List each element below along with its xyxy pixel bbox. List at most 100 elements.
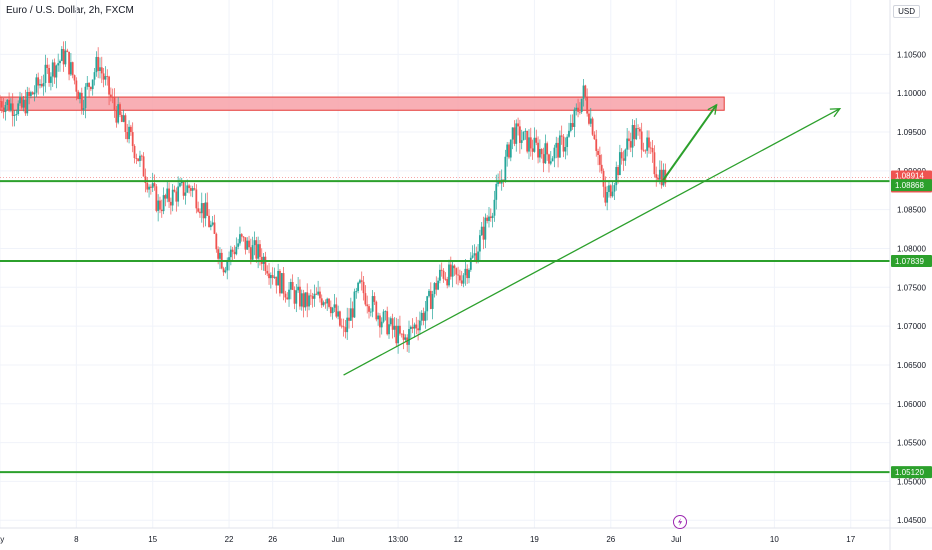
candle-body [489,216,492,219]
candle-body [477,251,479,263]
candle-body [213,222,216,234]
candle-body [144,176,147,183]
candle-body [577,107,579,112]
candle-body [82,108,85,111]
candle-body [520,140,523,143]
candle-body [73,75,76,81]
candle-body [397,325,400,344]
price-tick-label: 1.10500 [897,50,926,59]
candle-body [635,128,638,140]
candle-body [66,50,69,52]
candle-body [642,149,645,151]
candle-body [568,130,570,137]
candle-body [337,311,340,317]
candle-body [146,182,149,190]
candle-body [4,104,7,113]
lightning-glyph [678,518,683,526]
candle-body [191,188,194,191]
candle-body [479,235,481,252]
candle-body [246,240,249,250]
candle-body [239,234,241,244]
candle-body [175,191,178,202]
candle-body [48,68,50,83]
candle-body [588,113,590,124]
candle-body [84,86,87,109]
candle-body [564,147,567,152]
time-tick-label: 22 [225,535,234,544]
candle-body [80,92,83,111]
candle-body [288,289,290,300]
candle-body [522,131,525,141]
candle-body [571,123,574,127]
candle-body [324,302,327,304]
candle-body [333,304,336,308]
candle-body [451,265,454,277]
candle-body [382,311,385,322]
candle-body [439,269,441,281]
candle-body [306,292,309,307]
candle-body [19,96,21,104]
candle-body [215,233,218,250]
candle-body [311,296,314,299]
level-price-badge[interactable] [891,254,932,267]
time-axis[interactable]: ay 8 15 22 26 Jun 13:00 12 19 26 Jul 10 17 [0,527,932,544]
candle-body [253,240,256,246]
candle-body [417,328,419,331]
candle-body [637,128,639,129]
candle-body [611,191,614,197]
candle-body [602,170,605,187]
level-price-badge[interactable] [891,179,932,192]
level-price-badge[interactable] [891,466,932,479]
candle-body [549,161,552,164]
candle-body [240,234,243,237]
candle-body [120,114,123,122]
candle-body [329,306,332,314]
trend-drawings[interactable] [343,103,842,376]
trendline-arrowhead[interactable] [829,107,842,118]
candle-body [171,189,174,206]
candle-body [251,245,254,260]
candle-body [62,49,65,65]
candle-body [402,333,405,340]
candle-body [395,325,398,344]
resistance-zone-rect[interactable] [0,96,725,111]
candle-body [508,144,510,158]
candle-body [31,92,34,95]
ascending-trendline[interactable] [343,108,841,376]
candle-body [482,226,485,240]
candle-body [95,56,98,73]
candle-body [580,98,583,113]
candle-body [195,189,198,209]
horizontal-levels[interactable] [0,177,890,474]
candle-body [119,104,121,115]
candle-body [97,56,100,71]
resistance-zone[interactable] [0,96,725,111]
projection-arrowhead[interactable] [707,103,718,115]
candle-body [515,123,518,144]
chart-symbol-title: Euro / U.S. Dollar, 2h, FXCM [6,5,134,16]
price-axis[interactable]: 1.105001.100001.095001.090001.085001.080… [889,0,932,550]
candle-body [495,183,498,200]
candle-body [55,65,58,78]
candle-body [357,282,360,291]
candle-body [2,107,5,113]
candle-body [553,147,556,159]
candle-body [366,304,369,307]
candle-body [449,264,452,277]
candle-body [28,91,30,96]
candle-body [351,308,354,318]
candle-body [340,325,343,327]
candle-body [420,312,423,321]
projection-arrow[interactable] [662,104,718,181]
candle-body [264,256,267,271]
candle-body [584,85,587,98]
candle-body [211,222,214,225]
currency-selector[interactable]: USD [893,5,920,18]
candle-body [182,181,185,196]
candles [0,41,667,354]
price-tick-label: 1.09500 [897,128,926,137]
candle-body [106,76,109,77]
event-markers[interactable] [673,515,687,529]
candle-body [620,152,623,159]
